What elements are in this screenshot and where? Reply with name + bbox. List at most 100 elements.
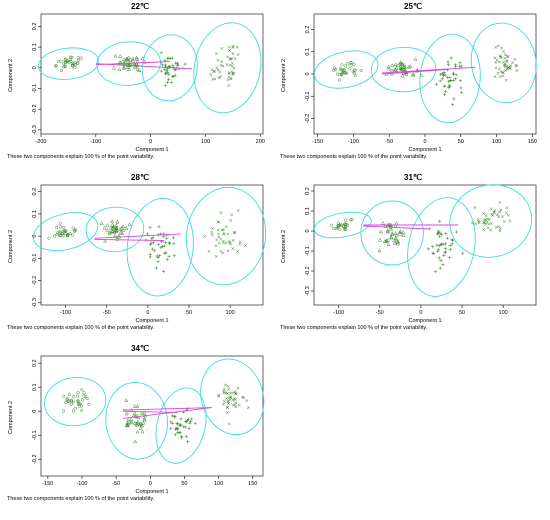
point-triangle (125, 57, 130, 61)
point-triangle (400, 73, 405, 78)
point-triangle (114, 225, 119, 230)
point-plus (438, 266, 442, 270)
cluster-ellipse (155, 387, 207, 464)
point-circle (353, 74, 357, 78)
point-cross (500, 215, 504, 219)
point-cross (226, 399, 230, 403)
point-plus (184, 419, 188, 423)
point-circle (71, 226, 75, 230)
point-cross (222, 241, 226, 245)
point-triangle (120, 231, 125, 235)
point-cross (231, 403, 235, 407)
point-cross (228, 398, 232, 402)
point-cross (496, 44, 500, 48)
point-circle (77, 402, 81, 406)
point-triangle (105, 223, 110, 227)
point-circle (79, 56, 83, 60)
point-plus (148, 226, 152, 230)
point-cross (224, 391, 228, 395)
x-tick-label: 0 (423, 139, 426, 145)
x-tick-label: -50 (385, 139, 393, 145)
point-triangle (124, 226, 129, 230)
point-triangle (135, 413, 140, 418)
point-circle (345, 71, 349, 75)
point-circle (55, 231, 60, 235)
point-cross (491, 213, 494, 217)
point-cross (222, 399, 226, 403)
point-plus (448, 248, 452, 252)
point-cross (242, 396, 246, 399)
variability-caption: These two components explain 100 % of th… (280, 325, 428, 331)
cluster-ellipse (85, 206, 145, 253)
variability-caption: These two components explain 100 % of th… (7, 154, 155, 160)
point-plus (445, 75, 449, 80)
point-circle (73, 406, 77, 410)
point-cross (207, 249, 211, 253)
y-tick-label: 0.2 (32, 188, 38, 196)
point-circle (349, 218, 353, 222)
x-tick-label: 0 (149, 481, 152, 487)
point-cross (213, 77, 217, 81)
point-cross (499, 70, 503, 74)
cluster-link (382, 69, 447, 75)
point-triangle (132, 420, 137, 425)
point-cross (482, 227, 485, 231)
point-circle (348, 67, 352, 71)
point-cross (224, 225, 228, 229)
point-triangle (392, 238, 397, 243)
x-tick-label: -150 (312, 139, 323, 145)
variability-caption: These two components explain 100 % of th… (7, 325, 155, 331)
point-cross (228, 63, 232, 67)
panel-title: 28℃ (131, 173, 149, 182)
point-cross (494, 61, 498, 64)
y-tick-label: 0.1 (32, 43, 38, 51)
point-circle (72, 62, 76, 66)
point-plus (151, 241, 155, 245)
point-cross (226, 400, 230, 404)
point-cross (515, 64, 519, 68)
point-circle (71, 409, 75, 413)
point-circle (70, 55, 74, 59)
point-triangle (392, 241, 397, 245)
x-tick-label: 200 (256, 139, 265, 145)
point-cross (219, 75, 223, 79)
x-axis-label: Component 1 (135, 147, 169, 153)
point-triangle (132, 404, 137, 408)
plot-frame (313, 13, 537, 135)
point-circle (346, 62, 350, 66)
y-tick-label: -0.1 (32, 84, 38, 93)
point-circle (82, 394, 86, 398)
cluster-link (95, 61, 170, 66)
point-cross (220, 47, 224, 50)
point-cross (225, 63, 229, 67)
point-plus (446, 63, 450, 67)
point-triangle (121, 65, 126, 69)
point-plus (156, 260, 160, 264)
x-tick-label: 100 (492, 139, 501, 145)
y-tick-label: 0.2 (305, 26, 311, 34)
point-plus (447, 255, 451, 260)
point-plus (436, 249, 440, 253)
point-cross (499, 56, 503, 60)
point-cross (227, 84, 231, 87)
x-axis-label: Component 1 (135, 318, 169, 324)
point-plus (434, 82, 439, 86)
point-plus (150, 247, 155, 251)
point-cross (234, 397, 237, 401)
point-circle (334, 67, 338, 71)
point-plus (163, 71, 168, 75)
point-triangle (121, 228, 126, 232)
plot-frame (313, 184, 537, 306)
y-axis-label: Component 2 (281, 58, 287, 92)
point-circle (69, 55, 73, 59)
point-triangle (386, 64, 391, 69)
y-tick-label: 0.1 (305, 207, 311, 215)
x-tick-label: 50 (181, 481, 187, 487)
point-cross (227, 72, 231, 76)
point-plus (173, 67, 177, 72)
point-cross (229, 77, 233, 81)
point-triangle (404, 72, 409, 76)
point-cross (484, 222, 488, 226)
point-plus (154, 266, 158, 270)
point-plus (453, 63, 458, 67)
